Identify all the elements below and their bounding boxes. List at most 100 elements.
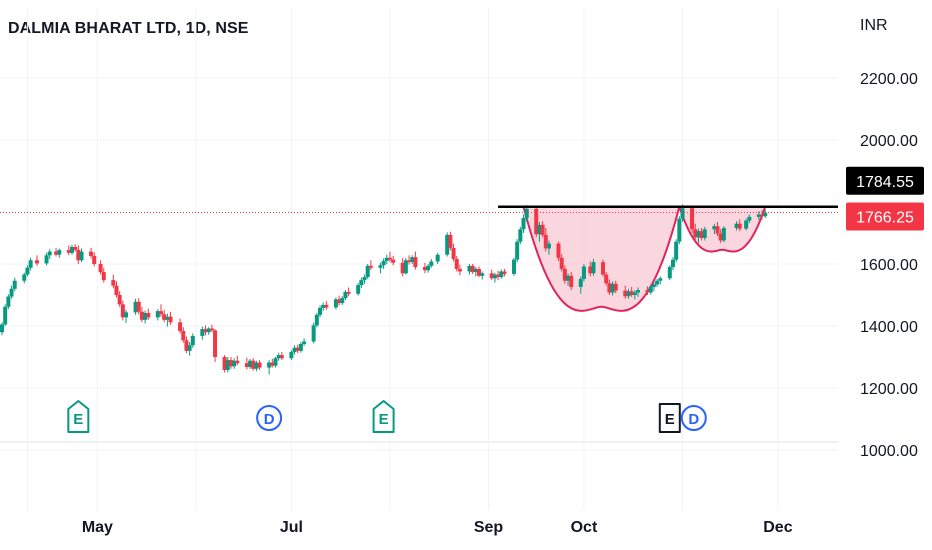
- candle-body: [499, 271, 504, 278]
- candle: [518, 226, 523, 245]
- candle: [257, 360, 262, 371]
- candle-body: [502, 271, 507, 274]
- candle: [143, 310, 148, 324]
- candle-body: [581, 266, 586, 279]
- candle: [25, 265, 30, 277]
- candle: [76, 245, 81, 264]
- candle-body: [632, 292, 637, 295]
- candle: [365, 264, 370, 279]
- candle-body: [9, 288, 14, 297]
- candle: [6, 294, 11, 309]
- candle: [289, 350, 294, 361]
- candle: [69, 244, 74, 255]
- candle-body: [747, 216, 752, 221]
- candle: [73, 244, 78, 252]
- candle: [54, 247, 59, 257]
- candle-body: [359, 280, 364, 286]
- candle-body: [139, 311, 144, 320]
- candle-body: [69, 246, 74, 253]
- x-tick-label: Sep: [474, 519, 504, 536]
- dividend-icon: [680, 405, 707, 431]
- candle: [413, 251, 418, 270]
- candle-body: [228, 360, 233, 367]
- candle: [66, 245, 71, 256]
- y-tick-label: 2200.00: [860, 71, 918, 88]
- dividend-marker[interactable]: D: [680, 405, 707, 431]
- x-tick-label: Oct: [571, 519, 598, 536]
- candle: [480, 271, 485, 280]
- candle-body: [143, 312, 148, 320]
- candle-body: [467, 265, 472, 272]
- candle: [445, 232, 450, 257]
- horizontal-lines[interactable]: [0, 205, 838, 213]
- earnings-icon: [658, 403, 681, 433]
- candle: [203, 325, 208, 336]
- candle: [699, 228, 704, 241]
- candle: [79, 248, 84, 263]
- candle: [492, 272, 497, 283]
- candle: [674, 239, 679, 263]
- candle-body: [101, 272, 106, 281]
- candle-body: [667, 267, 672, 279]
- earnings-marker[interactable]: E: [372, 400, 395, 433]
- candle: [200, 326, 205, 340]
- candle: [206, 327, 211, 335]
- grid: [0, 8, 838, 510]
- candle: [702, 226, 707, 241]
- candle-body: [235, 360, 240, 364]
- y-tick-label: 1000.00: [860, 443, 918, 460]
- dividend-label: D: [688, 411, 699, 428]
- candle: [566, 273, 571, 286]
- earnings-marker[interactable]: E: [658, 403, 681, 433]
- candle: [270, 358, 275, 368]
- candle: [267, 360, 272, 375]
- candle: [744, 218, 749, 231]
- candle-body: [276, 355, 281, 359]
- candle: [333, 297, 338, 310]
- candle-body: [426, 265, 431, 271]
- candle-body: [562, 268, 567, 281]
- price-label-bg: [846, 166, 924, 195]
- candle: [159, 304, 163, 317]
- candle-body: [760, 214, 765, 217]
- candle-body: [187, 345, 192, 351]
- candle-body: [162, 314, 167, 320]
- candle: [511, 257, 516, 276]
- candle: [588, 261, 593, 277]
- candle: [28, 257, 33, 271]
- candle-body: [496, 274, 501, 278]
- candle-body: [133, 301, 138, 313]
- candle-body: [124, 312, 129, 318]
- earnings-marker[interactable]: E: [67, 400, 90, 433]
- candle-body: [480, 273, 485, 276]
- candle: [111, 274, 116, 289]
- candle: [381, 258, 386, 269]
- candle-body: [28, 260, 33, 268]
- candle-body: [607, 283, 612, 293]
- candle: [712, 223, 717, 235]
- price-label-text: 1784.55: [856, 174, 914, 191]
- candle-body: [693, 229, 698, 238]
- candle-body: [387, 257, 392, 260]
- candle: [581, 264, 586, 282]
- candle-body: [22, 274, 27, 281]
- earnings-label: E: [73, 411, 83, 428]
- candle: [655, 278, 660, 287]
- candle: [248, 358, 253, 369]
- candle-body: [556, 243, 561, 258]
- candle: [540, 221, 545, 238]
- candle: [162, 309, 167, 323]
- price-labels: 1784.55 1766.25: [846, 166, 924, 231]
- candle-body: [57, 250, 62, 255]
- candle: [391, 255, 396, 266]
- candle: [435, 252, 440, 264]
- candle: [12, 277, 17, 292]
- dividend-marker[interactable]: D: [256, 405, 283, 431]
- candle-body: [98, 264, 103, 273]
- candle-body: [566, 275, 571, 281]
- candle: [314, 312, 319, 328]
- candle: [292, 345, 297, 355]
- earnings-icon: [67, 400, 90, 433]
- candle: [457, 264, 462, 276]
